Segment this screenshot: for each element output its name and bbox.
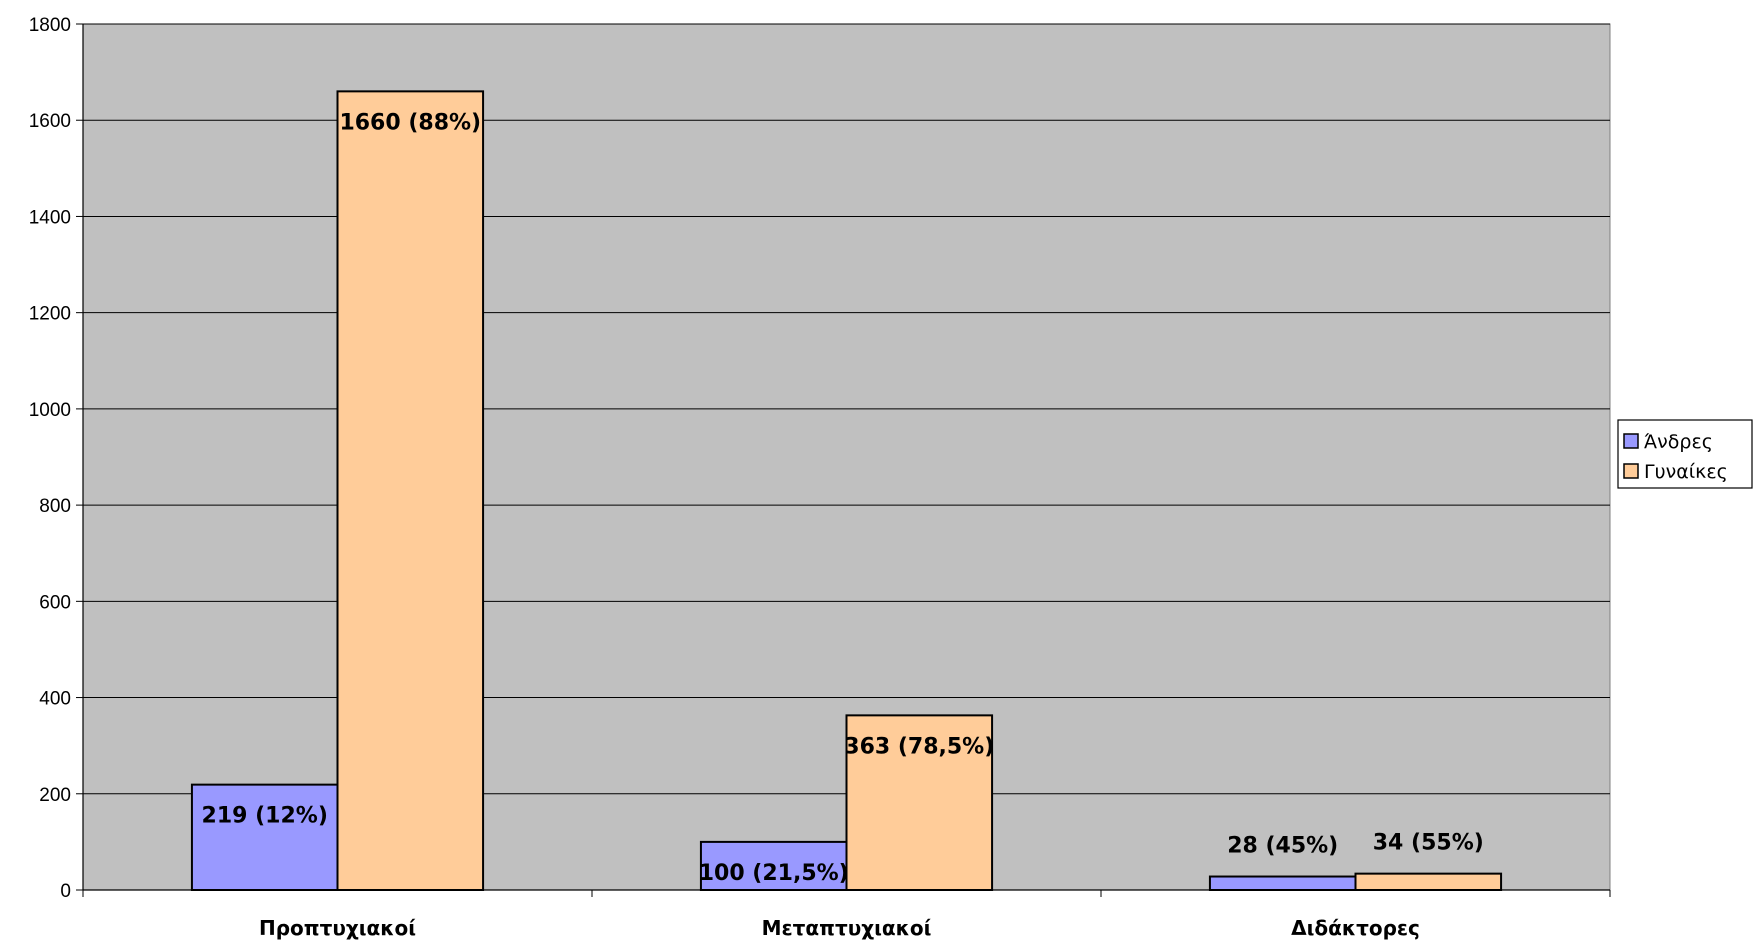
bar-men: [190, 783, 339, 891]
y-tick-label: 1000: [29, 400, 71, 421]
y-tick-label: 800: [39, 496, 71, 517]
legend-label: Άνδρες: [1644, 431, 1713, 453]
y-axis-ticks: 0 200 400 600 800 1000 1200 1400 1600 1800: [29, 15, 83, 902]
legend: Άνδρες Γυναίκες: [1617, 419, 1753, 489]
bar-women: [1354, 872, 1503, 891]
y-tick-label: 400: [39, 689, 71, 710]
y-tick-label: 1200: [29, 304, 71, 325]
legend-swatch: [1623, 433, 1639, 449]
legend-swatch: [1623, 463, 1639, 479]
y-tick-label: 0: [60, 881, 71, 902]
x-category-label: Προπτυχιακοί: [259, 916, 416, 940]
y-tick-label: 600: [39, 592, 71, 613]
y-tick-label: 200: [39, 785, 71, 806]
x-category-label: Μεταπτυχιακοί: [762, 916, 932, 940]
data-label: 219 (12%): [202, 804, 328, 829]
legend-label: Γυναίκες: [1644, 461, 1728, 483]
data-label: 1660 (88%): [339, 110, 481, 135]
x-category-label: Διδάκτορες: [1291, 916, 1420, 940]
x-axis-ticks: Προπτυχιακοί Μεταπτυχιακοί Διδάκτορες: [82, 890, 1611, 940]
data-label: 100 (21,5%): [699, 861, 849, 886]
bar-men: [1208, 875, 1357, 891]
data-label: 363 (78,5%): [844, 734, 994, 759]
y-tick-label: 1800: [29, 15, 71, 36]
y-tick-label: 1400: [29, 207, 71, 228]
axes: [82, 24, 1610, 891]
bar-women: [336, 90, 485, 892]
legend-frame: [1617, 419, 1753, 489]
bars: [190, 90, 1503, 892]
data-label: 28 (45%): [1227, 834, 1338, 859]
data-label: 34 (55%): [1373, 831, 1484, 856]
data-labels: 219 (12%) 1660 (88%) 100 (21,5%) 363 (78,5%…: [202, 110, 1484, 886]
y-tick-label: 1600: [29, 111, 71, 132]
